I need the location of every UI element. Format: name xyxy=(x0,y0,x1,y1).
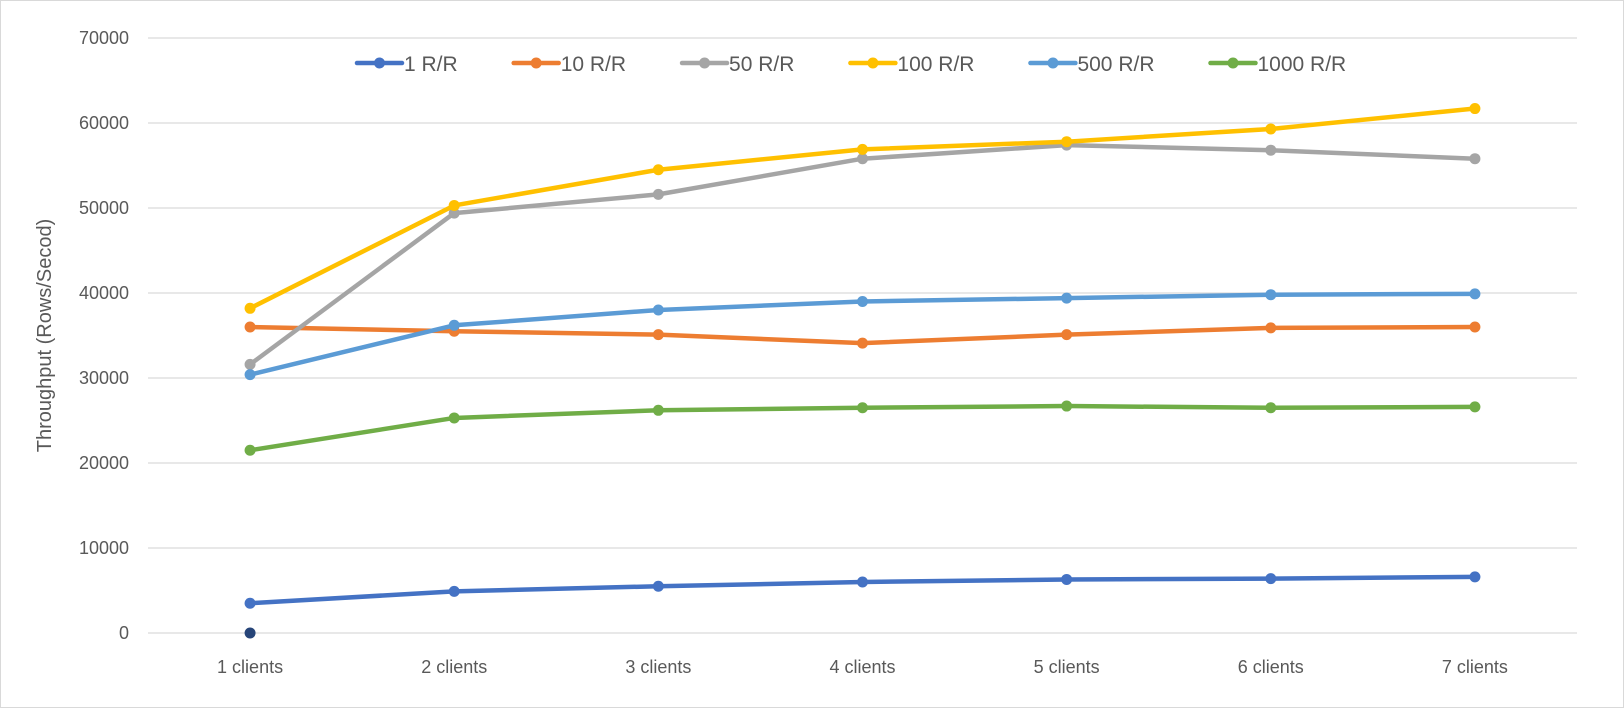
y-tick-label: 30000 xyxy=(79,368,129,388)
legend-item: 10 R/R xyxy=(511,53,626,76)
legend-swatch-marker xyxy=(530,57,542,69)
legend-swatch-marker xyxy=(374,57,385,69)
data-point xyxy=(1061,400,1073,412)
data-point xyxy=(1265,123,1277,135)
data-point xyxy=(1469,321,1481,333)
data-point xyxy=(244,444,256,456)
gridlines xyxy=(148,37,1577,634)
data-point xyxy=(244,597,256,609)
data-point xyxy=(1469,401,1481,413)
y-axis-title: Throughput (Rows/Secod) xyxy=(34,219,56,452)
series-50-r-r xyxy=(244,139,1481,370)
y-tick-label: 0 xyxy=(119,623,129,643)
legend-label: 50 R/R xyxy=(729,53,794,76)
data-point xyxy=(857,402,868,414)
data-point xyxy=(1061,329,1073,341)
x-tick-label: 2 clients xyxy=(421,657,487,677)
data-point xyxy=(1265,322,1277,334)
legend-swatch-marker xyxy=(1227,57,1239,69)
y-tick-label: 70000 xyxy=(79,28,129,48)
series-500-r-r xyxy=(244,288,1481,381)
series-10-r-r xyxy=(244,321,1481,349)
data-point xyxy=(448,412,460,424)
legend-item: 100 R/R xyxy=(848,53,974,76)
y-tick-label: 40000 xyxy=(79,283,129,303)
data-point xyxy=(1061,573,1073,585)
data-point xyxy=(244,321,256,333)
data-point xyxy=(1265,144,1277,156)
legend-item: 50 R/R xyxy=(679,53,794,76)
y-axis-ticks: 0 10000 20000 30000 40000 50000 60000 70000 xyxy=(79,28,129,643)
data-point xyxy=(652,188,664,200)
x-tick-label: 4 clients xyxy=(829,657,895,677)
legend: 1 R/R 10 R/R 50 R/R 100 R/R 500 R/R 1000 R/R xyxy=(354,53,1347,76)
data-point xyxy=(652,404,664,416)
data-point xyxy=(1265,289,1277,301)
data-point xyxy=(448,199,460,211)
series-group xyxy=(244,103,1481,639)
x-tick-label: 6 clients xyxy=(1238,657,1304,677)
legend-label: 1 R/R xyxy=(404,53,458,76)
data-point xyxy=(1265,402,1277,414)
x-tick-label: 1 clients xyxy=(217,657,283,677)
data-point xyxy=(857,576,868,588)
legend-item: 500 R/R xyxy=(1028,53,1155,76)
legend-label: 10 R/R xyxy=(561,53,626,76)
data-point xyxy=(1469,571,1481,583)
data-point xyxy=(652,164,664,176)
series-100-r-r xyxy=(244,103,1481,314)
legend-label: 1000 R/R xyxy=(1258,53,1347,76)
data-point xyxy=(857,296,868,307)
data-point xyxy=(857,153,868,165)
data-point xyxy=(1469,288,1481,300)
data-point xyxy=(857,337,868,349)
data-point xyxy=(448,207,460,219)
x-axis-ticks: 1 clients 2 clients 3 clients 4 clients 5 cl… xyxy=(217,657,1508,677)
legend-swatch-marker xyxy=(867,57,879,69)
data-point xyxy=(652,304,664,316)
y-tick-label: 50000 xyxy=(79,198,129,218)
x-tick-label: 7 clients xyxy=(1442,657,1508,677)
series-1-r-r xyxy=(244,571,1481,609)
data-point xyxy=(1265,573,1277,585)
data-point xyxy=(1469,103,1481,115)
data-point xyxy=(652,580,664,592)
legend-label: 500 R/R xyxy=(1077,53,1154,76)
x-tick-label: 3 clients xyxy=(625,657,691,677)
y-tick-label: 60000 xyxy=(79,113,129,133)
data-point xyxy=(1469,153,1481,165)
legend-item: 1 R/R xyxy=(354,53,458,76)
legend-swatch-marker xyxy=(1047,57,1059,69)
legend-swatch-marker xyxy=(699,57,711,69)
data-point xyxy=(1061,292,1073,304)
legend-label: 100 R/R xyxy=(897,53,974,76)
y-tick-label: 20000 xyxy=(79,453,129,473)
data-point xyxy=(1061,136,1073,148)
series-1000-r-r xyxy=(244,400,1481,456)
data-point xyxy=(244,369,256,381)
data-point xyxy=(244,627,256,639)
legend-item: 1000 R/R xyxy=(1208,53,1347,76)
data-point xyxy=(448,319,460,331)
data-point xyxy=(448,585,460,597)
y-tick-label: 10000 xyxy=(79,538,129,558)
data-point xyxy=(652,329,664,341)
data-point xyxy=(857,143,868,155)
data-point xyxy=(244,302,256,314)
data-point xyxy=(244,358,256,370)
x-tick-label: 5 clients xyxy=(1034,657,1100,677)
